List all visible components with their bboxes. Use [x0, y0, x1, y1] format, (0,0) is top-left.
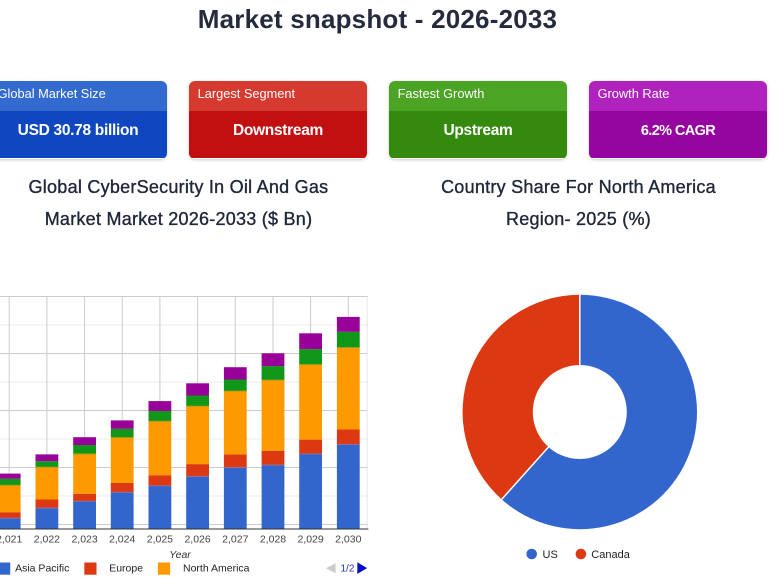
svg-text:2,028: 2,028 [260, 534, 286, 546]
svg-text:2,027: 2,027 [222, 534, 248, 546]
svg-text:2,021: 2,021 [0, 534, 22, 546]
svg-text:Canada: Canada [591, 549, 630, 561]
svg-text:Year: Year [169, 549, 191, 561]
svg-text:Asia Pacific: Asia Pacific [15, 563, 69, 575]
svg-text:2,026: 2,026 [184, 534, 210, 546]
svg-text:1/2: 1/2 [341, 564, 355, 575]
svg-text:US: US [543, 549, 558, 561]
svg-text:Europe: Europe [109, 563, 143, 575]
svg-text:2,030: 2,030 [335, 534, 361, 546]
svg-text:North America: North America [183, 563, 250, 575]
svg-text:2,024: 2,024 [109, 534, 135, 546]
svg-text:2,029: 2,029 [297, 534, 323, 546]
svg-text:2,022: 2,022 [34, 534, 60, 546]
svg-text:2,025: 2,025 [147, 534, 173, 546]
svg-text:2,023: 2,023 [71, 534, 97, 546]
